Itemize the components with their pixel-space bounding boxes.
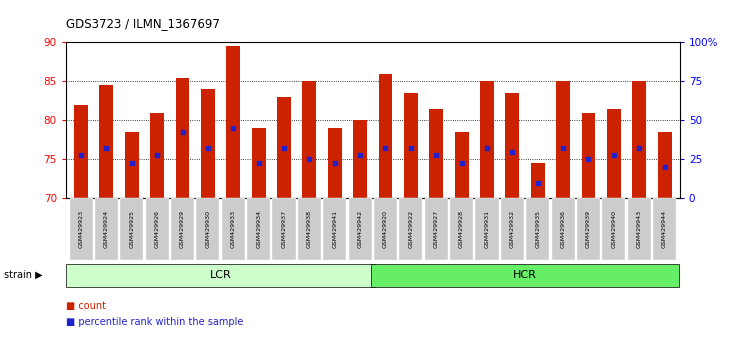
Bar [99,85,113,198]
Text: GSM429925: GSM429925 [129,210,135,248]
Text: GSM429944: GSM429944 [662,210,667,248]
Text: GSM429926: GSM429926 [155,210,159,248]
Bar [556,81,570,198]
Text: GDS3723 / ILMN_1367697: GDS3723 / ILMN_1367697 [66,17,219,30]
Text: GSM429932: GSM429932 [510,210,515,248]
Text: GSM429936: GSM429936 [561,210,566,248]
Bar [227,46,240,198]
Text: ■ percentile rank within the sample: ■ percentile rank within the sample [66,317,243,327]
Bar [353,120,367,198]
Text: GSM429934: GSM429934 [256,210,261,248]
Text: GSM429943: GSM429943 [637,210,642,248]
Text: GSM429931: GSM429931 [485,210,490,248]
Bar [175,78,189,198]
Bar [581,113,596,198]
Bar [632,81,646,198]
Bar [379,74,393,198]
Text: GSM429935: GSM429935 [535,210,540,248]
Text: strain ▶: strain ▶ [4,270,42,280]
Text: GSM429923: GSM429923 [78,210,83,248]
Bar [125,132,139,198]
Bar [327,128,341,198]
Bar [201,89,215,198]
Bar [505,93,519,198]
Text: GSM429924: GSM429924 [104,210,109,248]
Text: GSM429938: GSM429938 [307,210,312,248]
Text: GSM429941: GSM429941 [333,210,337,248]
Text: GSM429922: GSM429922 [409,210,413,248]
Text: GSM429937: GSM429937 [281,210,287,248]
Text: GSM429940: GSM429940 [611,210,616,248]
Bar [277,97,291,198]
Bar [303,81,317,198]
Text: GSM429928: GSM429928 [459,210,464,248]
Text: GSM429929: GSM429929 [180,210,185,248]
Bar [455,132,469,198]
Text: GSM429930: GSM429930 [205,210,211,248]
Text: GSM429942: GSM429942 [357,210,363,248]
Bar [658,132,672,198]
Text: ■ count: ■ count [66,301,106,311]
Text: GSM429920: GSM429920 [383,210,388,248]
Text: HCR: HCR [513,270,537,280]
Bar [480,81,494,198]
Bar [531,163,545,198]
Text: GSM429933: GSM429933 [231,210,236,248]
Text: GSM429927: GSM429927 [433,210,439,248]
Text: LCR: LCR [210,270,232,280]
Text: GSM429939: GSM429939 [586,210,591,248]
Bar [607,109,621,198]
Bar [429,109,443,198]
Bar [74,105,88,198]
Bar [251,128,265,198]
Bar [150,113,164,198]
Bar [404,93,418,198]
